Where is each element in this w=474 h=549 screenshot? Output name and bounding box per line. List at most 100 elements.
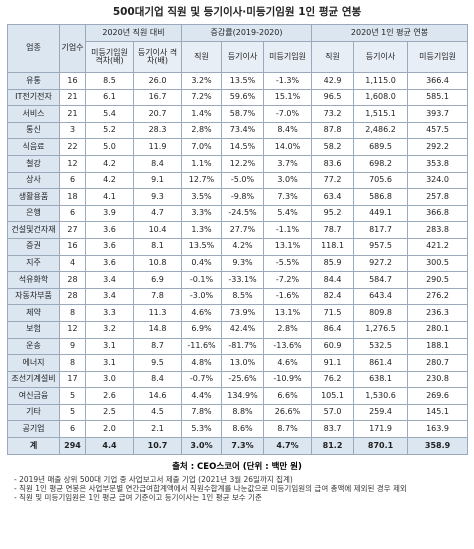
industry-cell: 철강 <box>7 154 60 173</box>
cell: 3.2 <box>85 320 134 339</box>
cell: 26.0 <box>133 72 182 90</box>
row: 상사 6 4.2 9.1 12.7% -5.0% 3.0% 77.2 705.6 324.0 <box>7 171 469 190</box>
cell: -5.5% <box>262 254 313 273</box>
cell: 27 <box>59 221 86 239</box>
cell: 6.9% <box>181 320 222 339</box>
row: 조선기계설비 17 3.0 8.4 -0.7% -25.6% -10.9% 76.2 638.1… <box>7 370 469 389</box>
cell: 9.1 <box>133 171 182 190</box>
cell: 58.7% <box>221 105 264 123</box>
cell: 2.6 <box>85 387 134 405</box>
cell: 280.7 <box>407 354 469 372</box>
row: 통신 3 5.2 28.3 2.8% 73.4% 8.4% 87.8 2,486.2 457.5 <box>7 121 469 140</box>
cell: 5.2 <box>85 121 134 140</box>
cell: 269.6 <box>407 387 469 405</box>
note: - 직원 및 미등기임원은 1인 평균 급여 기준이고 등기이사는 1인 평균 … <box>14 493 262 503</box>
cell: 1.4% <box>181 105 222 123</box>
cell: 27.7% <box>221 221 264 239</box>
cell: 10.8 <box>133 254 182 273</box>
cell: 5 <box>59 387 86 405</box>
cell: 9.3 <box>133 188 182 206</box>
cell: 4.4% <box>181 387 222 405</box>
cell: 4.7 <box>133 204 182 223</box>
industry-cell: 통신 <box>7 121 60 140</box>
cell: 14.8 <box>133 320 182 339</box>
cell: 7.0% <box>181 138 222 156</box>
cell: 1,276.5 <box>353 320 409 339</box>
row: IT전기전자 21 6.1 16.7 7.2% 59.6% 15.1% 96.5 1,608.0… <box>7 88 469 107</box>
cell: 4.1 <box>85 188 134 206</box>
sub-header: 미등기임원 격차(배) <box>85 41 134 73</box>
cell: -13.6% <box>262 337 313 356</box>
note: - 2019년 매출 상위 500대 기업 중 사업보고서 제출 기업 (202… <box>14 475 293 485</box>
cell: 8.5% <box>221 287 264 306</box>
cell: 13.5% <box>181 237 222 256</box>
cell: 6 <box>59 420 86 439</box>
cell: 4.2 <box>85 154 134 173</box>
industry-cell: 석유화학 <box>7 271 60 289</box>
cell: 3.4 <box>85 287 134 306</box>
cell: 276.2 <box>407 287 469 306</box>
cell: 87.8 <box>311 121 355 140</box>
cell: 1,530.6 <box>353 387 409 405</box>
cell: 163.9 <box>407 420 469 439</box>
cell: 8.8% <box>221 403 264 422</box>
cell: 5.4 <box>85 105 134 123</box>
row: 식음료 22 5.0 11.9 7.0% 14.5% 14.0% 58.2 689.5 292.2 <box>7 138 469 156</box>
cell: 2.5 <box>85 403 134 422</box>
cell: 809.8 <box>353 304 409 322</box>
industry-cell: 기타 <box>7 403 60 422</box>
industry-cell: 상사 <box>7 171 60 190</box>
total-cell: 81.2 <box>311 437 355 456</box>
total-cell: 10.7 <box>133 437 182 456</box>
total-cell: 294 <box>59 437 86 456</box>
cell: 353.8 <box>407 154 469 173</box>
total-cell: 계 <box>7 437 60 456</box>
cell: 8.7 <box>133 337 182 356</box>
cell: 7.8% <box>181 403 222 422</box>
cell: 2.1 <box>133 420 182 439</box>
cell: 13.5% <box>221 72 264 90</box>
cell: 2.8% <box>181 121 222 140</box>
row: 유통 16 8.5 26.0 3.2% 13.5% -1.3% 42.9 1,115.0 366.… <box>7 72 469 90</box>
row: 에너지 8 3.1 9.5 4.8% 13.0% 4.6% 91.1 861.4 280.7 <box>7 354 469 372</box>
cell: 13.0% <box>221 354 264 372</box>
cell: 28.3 <box>133 121 182 140</box>
total-cell: 7.3% <box>221 437 264 456</box>
cell: 280.1 <box>407 320 469 339</box>
cell: 3 <box>59 121 86 140</box>
industry-cell: 증권 <box>7 237 60 256</box>
cell: 9.5 <box>133 354 182 372</box>
cell: 95.2 <box>311 204 355 223</box>
cell: 3.6 <box>85 237 134 256</box>
cell: 586.8 <box>353 188 409 206</box>
cell: 7.2% <box>181 88 222 107</box>
row: 운송 9 3.1 8.7 -11.6% -81.7% -13.6% 60.9 532.5 188.… <box>7 337 469 356</box>
cell: -24.5% <box>221 204 264 223</box>
industry-cell: 에너지 <box>7 354 60 372</box>
cell: 6.6% <box>262 387 313 405</box>
cell: 96.5 <box>311 88 355 107</box>
cell: 4.6% <box>262 354 313 372</box>
cell: 3.7% <box>262 154 313 173</box>
total-cell: 358.9 <box>407 437 469 456</box>
cell: 76.2 <box>311 370 355 389</box>
sub-header: 미등기임원 <box>407 41 469 73</box>
sub-header: 직원 <box>311 41 355 73</box>
cell: 20.7 <box>133 105 182 123</box>
cell: 705.6 <box>353 171 409 190</box>
cell: 77.2 <box>311 171 355 190</box>
cell: 5.4% <box>262 204 313 223</box>
sub-header: 등기이사 <box>353 41 409 73</box>
cell: -25.6% <box>221 370 264 389</box>
cell: 236.3 <box>407 304 469 322</box>
cell: 22 <box>59 138 86 156</box>
cell: 13.1% <box>262 237 313 256</box>
cell: 82.4 <box>311 287 355 306</box>
cell: -9.8% <box>221 188 264 206</box>
industry-cell: 조선기계설비 <box>7 370 60 389</box>
cell: 861.4 <box>353 354 409 372</box>
cell: 257.8 <box>407 188 469 206</box>
cell: -1.1% <box>262 221 313 239</box>
cell: 8.5 <box>85 72 134 90</box>
